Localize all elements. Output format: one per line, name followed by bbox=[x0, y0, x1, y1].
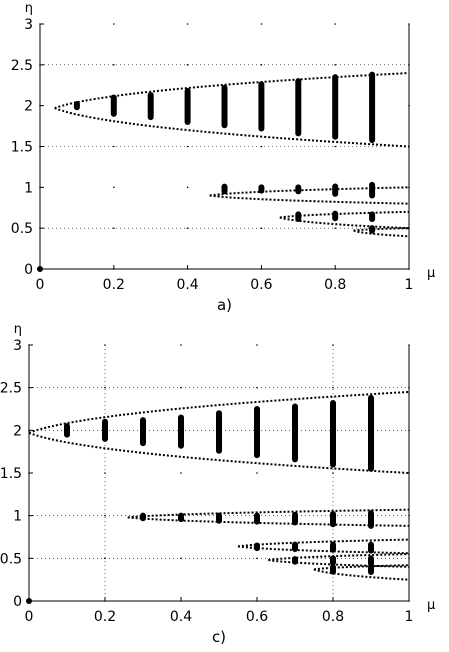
grid-point bbox=[113, 23, 115, 25]
stability-boundary-upper bbox=[279, 210, 410, 219]
y-axis-label: η bbox=[14, 322, 22, 337]
x-tick-label: 0.4 bbox=[170, 609, 192, 625]
stability-boundary-lower bbox=[127, 516, 410, 527]
x-tick-label: 1 bbox=[405, 277, 414, 293]
stability-boundary-lower bbox=[268, 559, 410, 568]
y-tick-label: 3 bbox=[24, 17, 33, 33]
x-tick-label: 0 bbox=[36, 277, 45, 293]
origin-point bbox=[26, 598, 32, 604]
grid-point bbox=[186, 227, 189, 229]
stability-boundary-lower bbox=[237, 545, 410, 555]
y-tick-label: 0.5 bbox=[0, 551, 22, 567]
grid-point bbox=[260, 227, 263, 229]
grid-point bbox=[180, 344, 182, 346]
grid-point bbox=[113, 145, 115, 148]
x-tick-label: 0.4 bbox=[176, 277, 198, 293]
x-axis-label: μ bbox=[427, 266, 435, 281]
y-tick-label: 2.5 bbox=[0, 381, 22, 397]
stability-boundary-lower bbox=[209, 194, 410, 205]
grid-point bbox=[186, 145, 189, 148]
grid-point bbox=[334, 64, 337, 66]
y-tick-label: 1 bbox=[24, 180, 33, 196]
stability-boundary-upper bbox=[28, 390, 410, 434]
x-tick-label: 0.8 bbox=[322, 609, 344, 625]
panel-a: 0 0.2 0.4 0.6 0.8 1 0 0.5 1 1.5 2 2.5 3η μ a) bbox=[11, 1, 436, 314]
y-tick-label: 0.5 bbox=[11, 221, 33, 237]
grid-point bbox=[113, 64, 115, 66]
y-tick-label: 3 bbox=[13, 338, 22, 354]
x-axis-label: μ bbox=[427, 598, 435, 613]
x-tick-label: 0.6 bbox=[246, 609, 268, 625]
grid-point bbox=[113, 227, 115, 229]
stability-boundary-lower bbox=[353, 229, 410, 238]
stability-boundary-upper bbox=[54, 72, 410, 110]
grid-point bbox=[260, 64, 263, 66]
x-tick-label: 0.2 bbox=[94, 609, 116, 625]
stability-boundary-lower bbox=[279, 216, 410, 230]
grid-point bbox=[186, 64, 189, 66]
grid-point bbox=[260, 145, 263, 148]
y-tick-label: 0 bbox=[13, 594, 22, 610]
grid-point bbox=[113, 186, 115, 189]
grid-point bbox=[186, 23, 189, 25]
grid-point bbox=[186, 186, 189, 189]
y-tick-label: 0 bbox=[24, 262, 33, 278]
grid-point bbox=[256, 472, 258, 474]
y-tick-label: 2.5 bbox=[11, 58, 33, 74]
x-tick-label: 0.6 bbox=[250, 277, 272, 293]
grid-point bbox=[180, 472, 182, 474]
grid-point bbox=[256, 344, 258, 346]
stability-boundary-upper bbox=[268, 553, 410, 562]
y-tick-label: 1.5 bbox=[11, 140, 33, 156]
x-tick-label: 0.2 bbox=[103, 277, 125, 293]
x-tick-label: 0 bbox=[25, 609, 34, 625]
stability-boundary-upper bbox=[127, 508, 410, 519]
x-tick-label: 1 bbox=[405, 609, 414, 625]
y-tick-label: 2 bbox=[24, 99, 33, 115]
stability-boundary-lower bbox=[28, 431, 410, 474]
panel-label: a) bbox=[217, 296, 232, 314]
panel-c: 0 0.2 0.4 0.6 0.8 1 0 0.5 1 1.5 2 2.5 3η μ c) bbox=[0, 322, 435, 646]
y-tick-label: 1 bbox=[13, 509, 22, 525]
y-tick-label: 2 bbox=[13, 423, 22, 439]
stability-boundary-lower bbox=[54, 107, 410, 148]
origin-point bbox=[37, 266, 43, 272]
stability-boundary-upper bbox=[237, 538, 410, 548]
y-axis-label: η bbox=[25, 1, 33, 16]
grid-point bbox=[334, 23, 337, 25]
y-tick-label: 1.5 bbox=[0, 466, 22, 482]
panel-label: c) bbox=[212, 628, 226, 646]
stability-boundary-lower bbox=[313, 568, 410, 581]
grid-point bbox=[334, 227, 337, 229]
stability-boundary-upper bbox=[209, 186, 410, 197]
grid-point bbox=[260, 23, 263, 25]
grid-point bbox=[334, 145, 337, 148]
x-tick-label: 0.8 bbox=[324, 277, 346, 293]
